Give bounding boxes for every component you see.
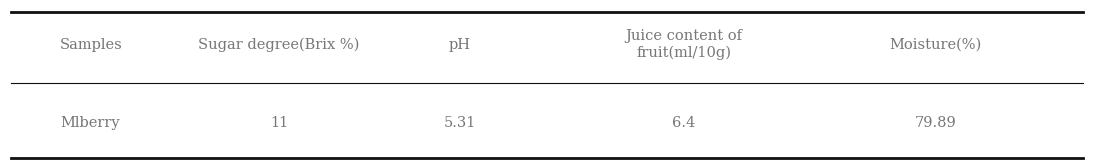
Text: Moisture(%): Moisture(%): [889, 38, 981, 51]
Text: Mlberry: Mlberry: [60, 116, 120, 130]
Text: Sugar degree(Brix %): Sugar degree(Brix %): [198, 37, 360, 52]
Text: 79.89: 79.89: [915, 116, 956, 130]
Text: Juice content of
fruit(ml/10g): Juice content of fruit(ml/10g): [626, 29, 742, 60]
Text: 6.4: 6.4: [672, 116, 696, 130]
Text: Samples: Samples: [60, 38, 123, 51]
Text: 5.31: 5.31: [443, 116, 476, 130]
Text: pH: pH: [449, 38, 470, 51]
Text: 11: 11: [270, 116, 288, 130]
